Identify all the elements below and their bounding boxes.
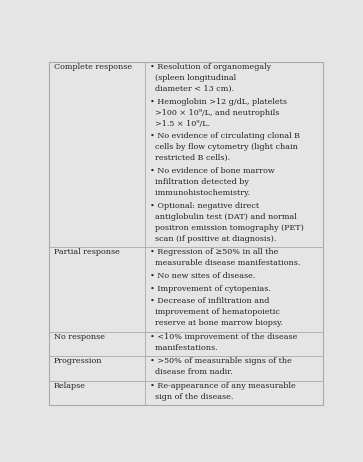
Text: • No new sites of disease.: • No new sites of disease. (150, 272, 255, 280)
Text: improvement of hematopoietic: improvement of hematopoietic (150, 308, 280, 316)
Text: cells by flow cytometry (light chain: cells by flow cytometry (light chain (150, 143, 298, 151)
Text: sign of the disease.: sign of the disease. (150, 393, 233, 401)
Text: • Re-appearance of any measurable: • Re-appearance of any measurable (150, 382, 295, 390)
Text: disease from nadir.: disease from nadir. (150, 368, 233, 377)
Text: Partial response: Partial response (54, 248, 120, 256)
Text: No response: No response (54, 333, 105, 341)
Text: positron emission tomography (PET): positron emission tomography (PET) (150, 224, 304, 232)
Text: restricted B cells).: restricted B cells). (150, 154, 230, 162)
Text: reserve at bone marrow biopsy.: reserve at bone marrow biopsy. (150, 319, 283, 328)
Text: manifestations.: manifestations. (150, 344, 217, 352)
Text: • Improvement of cytopenias.: • Improvement of cytopenias. (150, 285, 271, 292)
Text: • Decrease of infiltration and: • Decrease of infiltration and (150, 297, 269, 305)
Text: • >50% of measurable signs of the: • >50% of measurable signs of the (150, 357, 292, 365)
Text: • Optional: negative direct: • Optional: negative direct (150, 202, 259, 210)
Text: • No evidence of bone marrow: • No evidence of bone marrow (150, 167, 275, 175)
Text: immunohistochemistry.: immunohistochemistry. (150, 189, 250, 197)
Text: >1.5 × 10⁹/L.: >1.5 × 10⁹/L. (150, 120, 210, 128)
Text: scan (if positive at diagnosis).: scan (if positive at diagnosis). (150, 235, 276, 243)
Text: Complete response: Complete response (54, 63, 132, 71)
Text: infiltration detected by: infiltration detected by (150, 178, 249, 186)
Text: • Regression of ≥50% in all the: • Regression of ≥50% in all the (150, 248, 278, 256)
Text: • Hemoglobin >12 g/dL, platelets: • Hemoglobin >12 g/dL, platelets (150, 97, 287, 105)
Text: diameter < 13 cm).: diameter < 13 cm). (150, 85, 234, 93)
Text: antiglobulin test (DAT) and normal: antiglobulin test (DAT) and normal (150, 213, 297, 221)
Text: >100 × 10⁹/L, and neutrophils: >100 × 10⁹/L, and neutrophils (150, 109, 279, 116)
Text: • <10% improvement of the disease: • <10% improvement of the disease (150, 333, 297, 341)
Text: Relapse: Relapse (54, 382, 86, 390)
Text: measurable disease manifestations.: measurable disease manifestations. (150, 259, 300, 267)
Text: • No evidence of circulating clonal B: • No evidence of circulating clonal B (150, 132, 300, 140)
Text: • Resolution of organomegaly: • Resolution of organomegaly (150, 63, 271, 71)
Text: Progression: Progression (54, 357, 102, 365)
Text: (spleen longitudinal: (spleen longitudinal (150, 74, 236, 82)
